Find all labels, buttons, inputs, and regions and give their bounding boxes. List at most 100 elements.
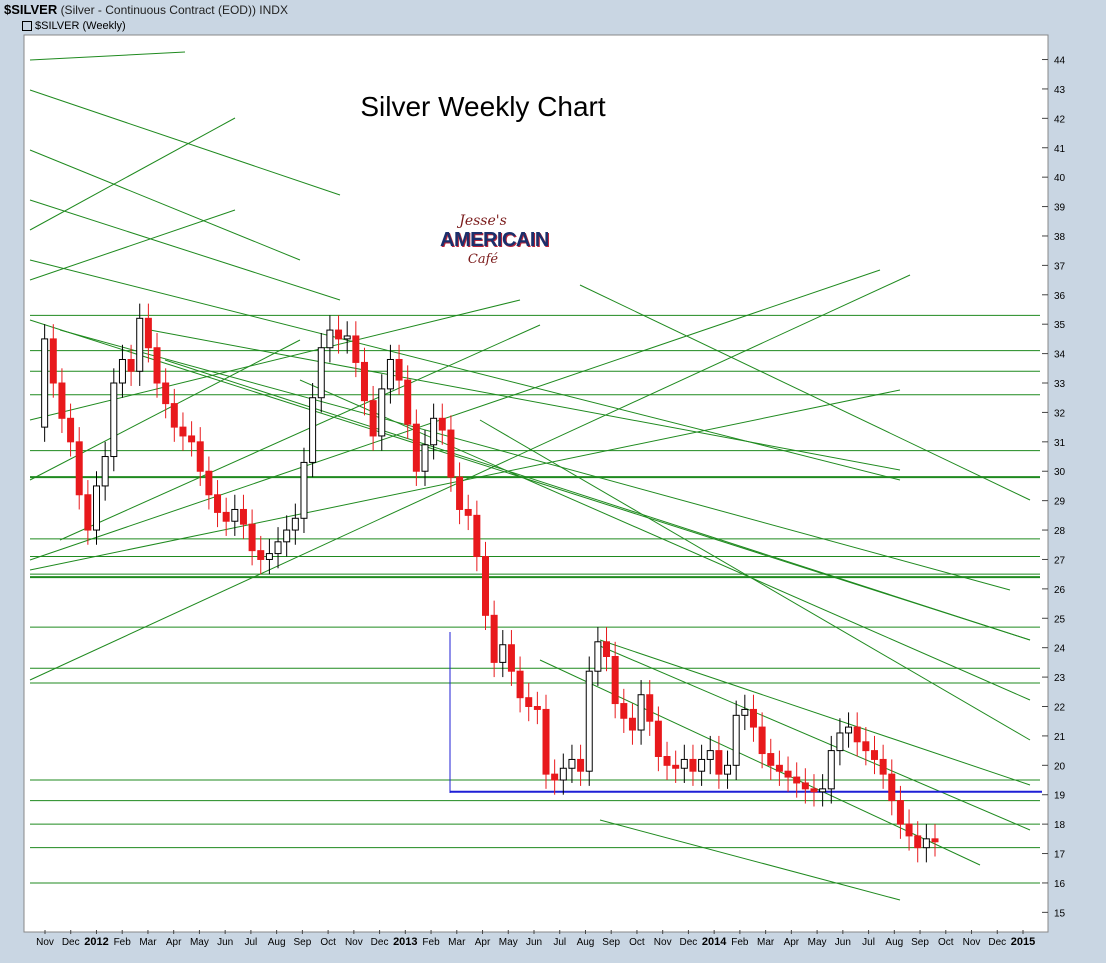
diagonal-trendline [599, 639, 1031, 786]
candle-body [110, 382, 118, 458]
diagonal-trendline [599, 819, 901, 901]
y-tick-label: 31 [1054, 438, 1066, 449]
y-tick-label: 39 [1054, 203, 1066, 214]
candle-body [231, 508, 239, 522]
candle-body [922, 838, 930, 849]
y-tick-label: 18 [1054, 820, 1066, 831]
candle-body [611, 656, 619, 705]
x-tick-label: Jul [862, 937, 875, 948]
candle-body [118, 358, 126, 384]
x-tick-label: Jun [526, 937, 542, 948]
y-tick-label: 36 [1054, 291, 1066, 302]
x-tick-label: Dec [62, 937, 80, 948]
candle-body [654, 720, 662, 757]
candle-body [577, 758, 585, 772]
candle-body [724, 764, 732, 775]
x-tick-label: May [808, 937, 827, 948]
candle-body [335, 329, 343, 340]
diagonal-trendline [29, 199, 341, 301]
x-tick-label: Aug [268, 937, 286, 948]
x-tick-label: Mar [448, 937, 466, 948]
diagonal-trendline [29, 51, 186, 61]
candle-body [144, 317, 152, 349]
candle-body [594, 641, 602, 672]
x-tick-label: Nov [345, 937, 363, 948]
candle-body [568, 758, 576, 769]
candle-body [360, 361, 368, 402]
candle-body [136, 317, 144, 372]
candle-body [689, 758, 697, 772]
y-tick-label: 28 [1054, 526, 1066, 537]
diagonal-trendline [29, 339, 301, 481]
y-tick-label: 22 [1054, 703, 1066, 714]
candle-body [793, 776, 801, 784]
candle-body [767, 753, 775, 766]
x-tick-label: Aug [577, 937, 595, 948]
candle-body [317, 347, 325, 399]
candle-body [870, 750, 878, 760]
x-tick-label: 2012 [84, 936, 108, 948]
y-tick-label: 42 [1054, 114, 1066, 125]
x-tick-label: Jun [217, 937, 233, 948]
candle-body [620, 703, 628, 719]
diagonal-trendline [29, 389, 901, 571]
candle-body [801, 782, 809, 790]
x-tick-label: Mar [139, 937, 157, 948]
candle-body [905, 823, 913, 837]
diagonal-trendline [479, 419, 1031, 741]
candle-body [395, 358, 403, 381]
candle-body [352, 335, 360, 363]
candle-body [205, 470, 213, 496]
series-swatch-icon [22, 21, 32, 32]
diagonal-trendline [29, 89, 341, 196]
x-tick-label: Feb [422, 937, 440, 948]
candle-body [404, 379, 412, 425]
diagonal-trendline [59, 324, 541, 541]
candle-body [170, 403, 178, 428]
y-tick-label: 21 [1054, 732, 1066, 743]
candle-body [456, 476, 464, 510]
candle-body [559, 767, 567, 781]
candle-body [490, 614, 498, 663]
x-tick-label: Mar [757, 937, 775, 948]
candle-body [343, 335, 351, 340]
diagonal-trendline [599, 645, 1031, 831]
x-tick-label: Feb [731, 937, 749, 948]
candle-body [473, 514, 481, 558]
candle-body [93, 485, 101, 531]
candle-body [507, 644, 515, 672]
candle-body [222, 511, 230, 522]
candle-body [300, 461, 308, 519]
candle-body [637, 694, 645, 731]
x-tick-label: Jul [553, 937, 566, 948]
candle-body [84, 494, 92, 531]
candle-body [827, 750, 835, 790]
y-tick-label: 15 [1054, 908, 1066, 919]
candle-body [274, 541, 282, 555]
candle-body [542, 708, 550, 775]
x-tick-label: Jul [244, 937, 257, 948]
y-tick-label: 32 [1054, 408, 1066, 419]
x-tick-label: 2015 [1011, 936, 1035, 948]
trendlines [29, 51, 1042, 901]
candle-body [41, 338, 49, 428]
series-legend-label: $SILVER (Weekly) [35, 20, 126, 32]
candle-body [551, 773, 559, 781]
candle-body [265, 553, 273, 560]
candle-body [369, 400, 377, 437]
candle-body [836, 732, 844, 752]
diagonal-trendline [579, 284, 1031, 501]
candle-body [464, 508, 472, 516]
candle-body [499, 644, 507, 663]
candle-body [49, 338, 57, 384]
y-tick-label: 26 [1054, 585, 1066, 596]
candle-body [75, 441, 83, 496]
candle-body [430, 417, 438, 446]
y-tick-label: 23 [1054, 673, 1066, 684]
candle-body [196, 441, 204, 472]
y-tick-label: 19 [1054, 791, 1066, 802]
candle-body [749, 708, 757, 728]
y-tick-label: 25 [1054, 614, 1066, 625]
candle-body [214, 494, 222, 513]
